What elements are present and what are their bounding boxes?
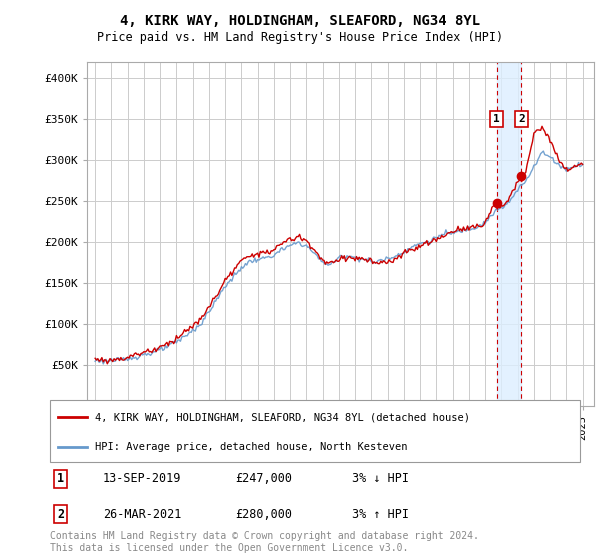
Bar <box>497 62 521 406</box>
Text: 1: 1 <box>57 473 64 486</box>
Text: 13-SEP-2019: 13-SEP-2019 <box>103 473 181 486</box>
Text: 1: 1 <box>493 114 500 124</box>
Text: £280,000: £280,000 <box>235 507 293 520</box>
Text: 2: 2 <box>518 114 525 124</box>
Text: 3% ↓ HPI: 3% ↓ HPI <box>352 473 409 486</box>
Text: HPI: Average price, detached house, North Kesteven: HPI: Average price, detached house, Nort… <box>95 441 407 451</box>
Text: Contains HM Land Registry data © Crown copyright and database right 2024.
This d: Contains HM Land Registry data © Crown c… <box>50 531 479 553</box>
Text: 3% ↑ HPI: 3% ↑ HPI <box>352 507 409 520</box>
Text: 4, KIRK WAY, HOLDINGHAM, SLEAFORD, NG34 8YL (detached house): 4, KIRK WAY, HOLDINGHAM, SLEAFORD, NG34 … <box>95 412 470 422</box>
Text: £247,000: £247,000 <box>235 473 293 486</box>
Text: 26-MAR-2021: 26-MAR-2021 <box>103 507 181 520</box>
Text: Price paid vs. HM Land Registry's House Price Index (HPI): Price paid vs. HM Land Registry's House … <box>97 31 503 44</box>
FancyBboxPatch shape <box>50 400 580 462</box>
Text: 4, KIRK WAY, HOLDINGHAM, SLEAFORD, NG34 8YL: 4, KIRK WAY, HOLDINGHAM, SLEAFORD, NG34 … <box>120 14 480 28</box>
Text: 2: 2 <box>57 507 64 520</box>
